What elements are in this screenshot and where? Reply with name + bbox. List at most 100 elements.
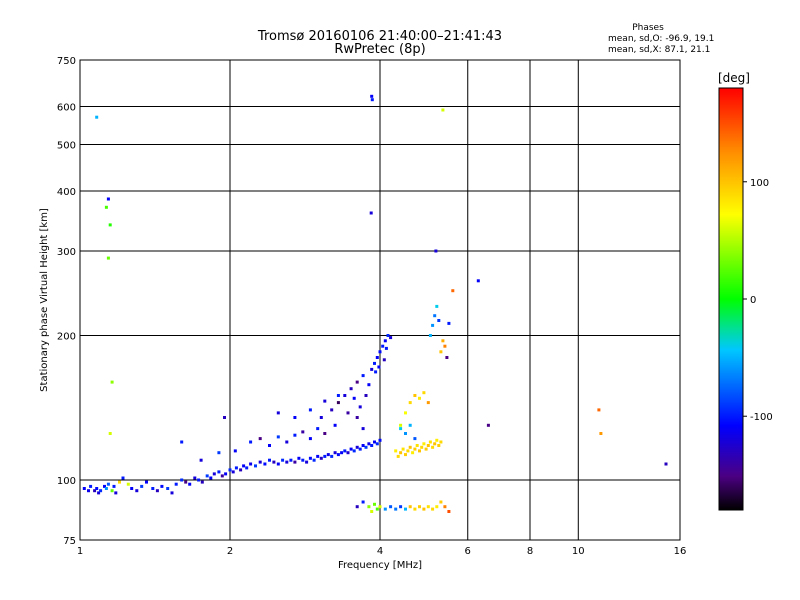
data-point: [361, 444, 365, 447]
data-point: [443, 505, 447, 509]
data-point: [319, 456, 323, 460]
data-point: [373, 361, 376, 365]
data-point: [336, 401, 340, 405]
grid-lines: [79, 59, 681, 541]
data-point: [217, 451, 221, 455]
data-point: [439, 440, 443, 444]
data-point: [276, 435, 280, 439]
data-point: [418, 396, 421, 400]
data-point: [333, 451, 337, 455]
data-point: [234, 466, 238, 470]
data-point: [301, 430, 305, 434]
data-point: [258, 437, 262, 441]
data-point: [408, 505, 412, 509]
data-point: [422, 442, 426, 446]
data-point: [378, 505, 382, 509]
data-point: [103, 484, 106, 488]
data-point: [406, 449, 410, 453]
y-tick-label: 300: [57, 247, 76, 258]
data-point: [361, 427, 365, 431]
data-point: [333, 423, 337, 427]
data-point: [233, 449, 237, 453]
data-point: [99, 489, 103, 493]
colorbar-tick-label: 100: [750, 178, 769, 189]
data-point: [293, 416, 297, 419]
data-point: [323, 399, 327, 403]
data-point: [374, 370, 378, 374]
data-point: [276, 411, 280, 415]
data-point: [293, 460, 297, 464]
data-point: [375, 442, 379, 446]
data-point: [89, 484, 93, 488]
data-point: [281, 458, 285, 462]
data-point: [239, 468, 243, 472]
data-point: [394, 449, 398, 453]
data-point: [404, 453, 407, 457]
data-point: [426, 401, 430, 405]
data-point: [431, 323, 435, 327]
data-point: [422, 507, 426, 511]
data-point: [217, 470, 221, 474]
data-point: [121, 476, 125, 480]
data-point: [145, 480, 148, 484]
data-point: [126, 482, 130, 486]
data-point: [433, 442, 437, 446]
data-point: [323, 432, 327, 435]
data-point: [323, 454, 327, 458]
data-point: [378, 438, 382, 442]
data-point: [118, 480, 121, 484]
data-point: [330, 454, 334, 458]
data-point: [437, 319, 441, 322]
data-point: [104, 205, 108, 209]
data-point: [399, 427, 403, 431]
x-tick-label: 10: [572, 546, 585, 557]
data-point: [355, 505, 359, 509]
data-point: [401, 447, 405, 451]
data-point: [358, 405, 362, 409]
data-point: [326, 453, 330, 457]
data-point: [258, 460, 262, 464]
data-point: [231, 470, 235, 474]
data-point: [205, 474, 209, 478]
data-point: [377, 365, 381, 369]
plot-frame: [79, 59, 681, 541]
data-point: [352, 396, 356, 400]
data-point: [312, 458, 316, 462]
y-axis-label: Stationary phase Virtual Height [km]: [39, 208, 50, 392]
stats-line-o: mean, sd,O: -96.9, 19.1: [608, 34, 714, 44]
data-point: [420, 445, 424, 449]
data-point: [375, 356, 379, 359]
data-point: [369, 211, 373, 215]
data-point: [447, 321, 451, 325]
x-tick-label: 16: [674, 546, 687, 557]
data-point: [413, 394, 417, 397]
data-point: [431, 507, 435, 511]
data-point: [297, 456, 301, 460]
data-point: [106, 256, 110, 260]
data-point: [451, 289, 455, 293]
data-point: [435, 505, 439, 509]
data-point: [413, 437, 417, 441]
data-point: [375, 507, 379, 511]
data-point: [305, 460, 309, 464]
data-point: [431, 445, 435, 449]
data-point: [114, 491, 118, 495]
data-point: [95, 115, 99, 119]
data-point: [228, 468, 232, 472]
data-point: [249, 462, 253, 466]
data-point: [476, 279, 480, 283]
data-point: [597, 408, 601, 412]
data-point: [381, 344, 385, 348]
data-point: [285, 460, 289, 464]
data-point: [426, 444, 430, 447]
data-point: [355, 416, 359, 419]
data-point: [174, 482, 178, 486]
data-point: [361, 374, 365, 378]
data-point: [308, 408, 312, 412]
y-tick-label: 500: [57, 141, 76, 152]
data-point: [110, 380, 114, 384]
data-point: [373, 440, 376, 444]
data-point: [435, 304, 439, 308]
data-point: [364, 445, 368, 449]
data-point: [404, 507, 407, 511]
